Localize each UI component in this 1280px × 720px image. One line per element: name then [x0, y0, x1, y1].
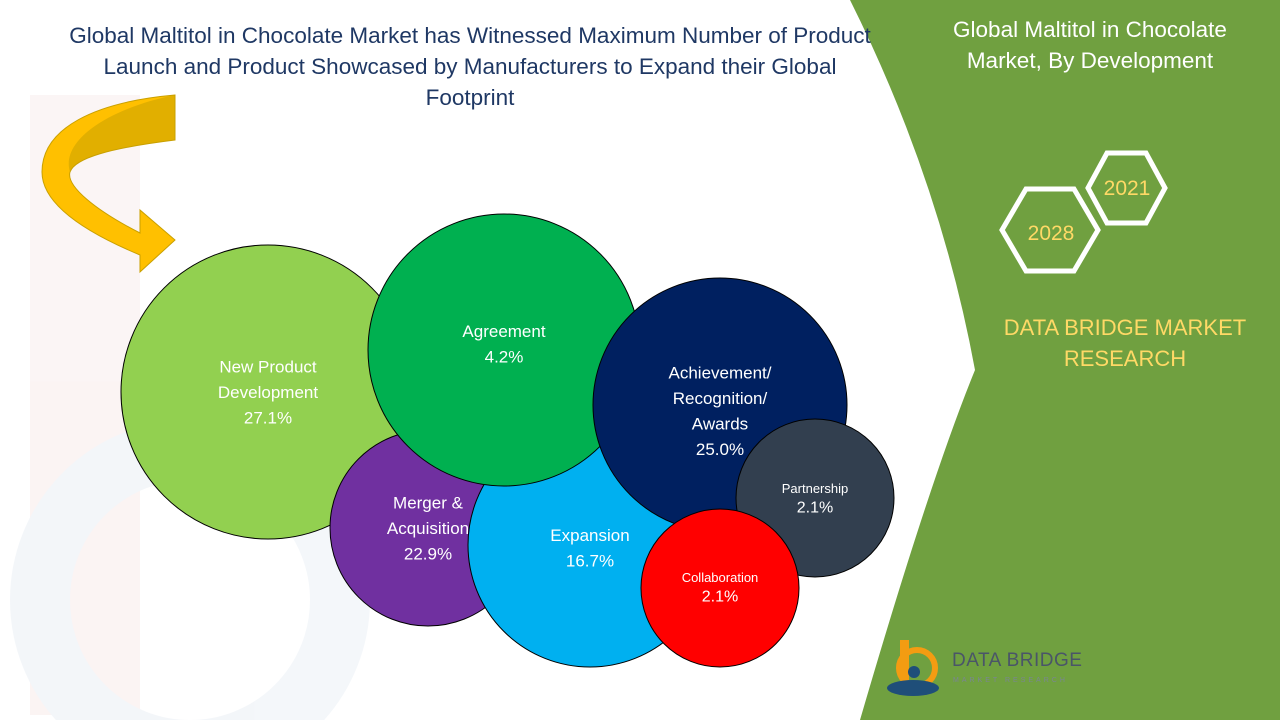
bubble-label-collaboration: Collaboration 2.1%: [682, 570, 759, 606]
bubble-value: 22.9%: [404, 544, 452, 563]
bubble-category: Collaboration: [682, 570, 759, 585]
curved-arrow-icon: [41, 94, 176, 274]
bubble-label-agreement: Agreement 4.2%: [462, 322, 545, 367]
bubble-category: Expansion: [550, 526, 629, 545]
logo-name: DATA BRIDGE: [952, 650, 1083, 671]
bubble-chart: New Product Development 27.1% Merger & Acqui…: [120, 213, 895, 668]
bubble-category: Achievement/: [669, 364, 772, 383]
bubble-category: Development: [218, 383, 318, 402]
bubble-category: Partnership: [782, 481, 848, 496]
year-start-label: 2021: [1104, 177, 1151, 200]
bubble-category: Merger &: [393, 493, 464, 512]
bubble-label-achievement-recognition-awards: Achievement/Recognition/Awards 25.0%: [669, 364, 772, 460]
bubble-label-merger-acquisition: Merger & Acquisition 22.9%: [387, 493, 469, 563]
bubble-value: 2.1%: [702, 588, 738, 605]
bubble-value: 4.2%: [485, 348, 524, 367]
hexagon-2021-shape: [1085, 150, 1168, 226]
bubble-value: 25.0%: [696, 440, 744, 459]
bubble-category: Recognition/: [673, 389, 768, 408]
chart-headline: Global Maltitol in Chocolate Market has …: [69, 23, 871, 110]
bubble-collaboration: [640, 508, 800, 668]
data-bridge-logo-icon: [887, 640, 939, 696]
green-side-panel: [850, 0, 1280, 720]
bubble-value: 2.1%: [797, 499, 833, 516]
bubble-label-new-product-development: New Product Development 27.1%: [218, 357, 318, 427]
bubble-category: Agreement: [462, 322, 545, 341]
bubble-category: New Product: [219, 357, 317, 376]
bubble-category: Awards: [692, 415, 748, 434]
hexagon-2028-shape: [999, 186, 1101, 274]
bubble-label-partnership: Partnership 2.1%: [782, 481, 848, 517]
bubble-value: 27.1%: [244, 408, 292, 427]
bubble-value: 16.7%: [566, 552, 614, 571]
bubble-category: Acquisition: [387, 519, 469, 538]
side-panel-title: Global Maltitol in Chocolate Market, By …: [953, 17, 1227, 73]
logo-tagline: MARKET RESEARCH: [953, 677, 1068, 684]
year-end-label: 2028: [1028, 222, 1075, 245]
bubble-label-expansion: Expansion 16.7%: [550, 526, 629, 571]
brand-research-label: DATA BRIDGE MARKET RESEARCH: [1003, 315, 1247, 371]
